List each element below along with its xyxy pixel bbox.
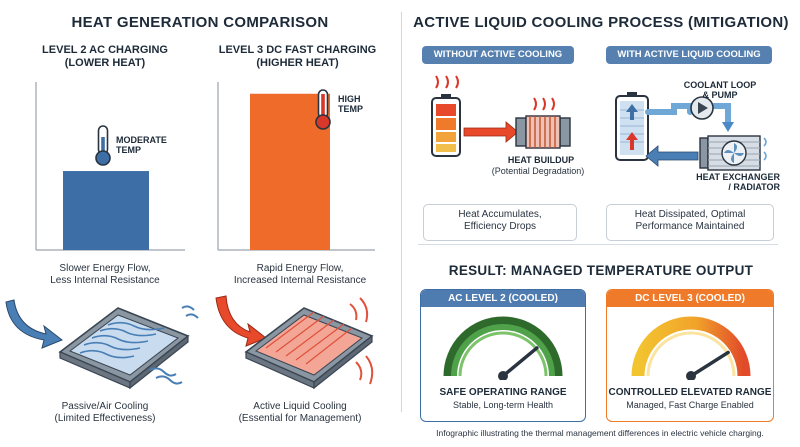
ac-heading-line2: (LOWER HEAT) — [64, 57, 146, 69]
ac-cooling-line1: Passive/Air Cooling — [61, 401, 149, 412]
with-result-line2: Performance Maintained — [635, 221, 745, 232]
dc-cooling-line1: Active Liquid Cooling — [253, 401, 347, 412]
right-title: ACTIVE LIQUID COOLING PROCESS (MITIGATIO… — [413, 14, 789, 31]
heat-exchanger-label: HEAT EXCHANGER / RADIATOR — [684, 172, 780, 192]
with-result-line1: Heat Dissipated, Optimal — [634, 209, 746, 220]
heat-arrow-icon — [215, 295, 267, 347]
coolant-loop-label: COOLANT LOOP & PUMP — [680, 80, 760, 100]
coolant-loop-pipe — [711, 103, 731, 127]
coolant-return-arrow-icon — [645, 145, 699, 167]
dc-flow-line1: Rapid Energy Flow, — [256, 263, 344, 274]
heat-exchanger-icon — [699, 135, 767, 171]
heat-bar-chart — [35, 82, 375, 251]
heat-buildup-sub: (Potential Degradation) — [491, 166, 585, 176]
ac-cooling-line2: (Limited Effectiveness) — [54, 413, 156, 424]
ac-gauge-needle — [501, 346, 539, 378]
without-result-line1: Heat Accumulates, — [458, 209, 542, 220]
coolant-loop-line1: COOLANT LOOP — [683, 80, 757, 90]
ac-gauge-sub: Stable, Long-term Health — [452, 400, 554, 410]
dc-temp-line2: TEMP — [338, 104, 364, 114]
heat-wave-icon — [355, 355, 374, 385]
air-flow-arrow-icon — [5, 299, 63, 349]
dc-gauge-label: DC LEVEL 3 (COOLED) — [607, 290, 773, 307]
dc-heading: LEVEL 3 DC FAST CHARGING (HIGHER HEAT) — [205, 44, 390, 70]
ac-gauge-label: AC LEVEL 2 (COOLED) — [421, 290, 585, 307]
cooling-process-diagram — [431, 75, 767, 171]
liquid-cooled-battery-pack-icon — [244, 307, 374, 390]
left-title: HEAT GENERATION COMPARISON — [71, 14, 329, 31]
ac-gauge-status: SAFE OPERATING RANGE — [439, 387, 567, 398]
radiator-icon — [515, 115, 571, 149]
ac-cooling-caption: Passive/Air Cooling (Limited Effectivene… — [15, 401, 195, 425]
heat-transfer-arrow-icon — [463, 121, 519, 143]
ac-temp-line2: TEMP — [116, 145, 142, 155]
ac-flow-caption: Slower Energy Flow, Less Internal Resist… — [15, 263, 195, 287]
dc-temp-label: HIGH TEMP — [338, 94, 363, 114]
thermometer-icon — [95, 125, 111, 166]
battery-pack-illustrations — [5, 295, 374, 390]
coolant-loop-line2: & PUMP — [702, 90, 738, 100]
dc-heading-line1: LEVEL 3 DC FAST CHARGING — [218, 44, 377, 56]
ac-gauge — [443, 316, 563, 380]
without-cooling-result: Heat Accumulates, Efficiency Drops — [423, 204, 577, 241]
footer-caption: Infographic illustrating the thermal man… — [436, 428, 764, 438]
dc-flow-line2: Increased Internal Resistance — [233, 275, 367, 286]
ac-temp-label: MODERATE TEMP — [116, 135, 167, 155]
result-title: RESULT: MANAGED TEMPERATURE OUTPUT — [448, 263, 754, 278]
dc-cooling-line2: (Essential for Management) — [238, 413, 362, 424]
heat-buildup-label: HEAT BUILDUP — [507, 155, 575, 165]
ac-flow-line2: Less Internal Resistance — [50, 275, 160, 286]
heat-exchanger-line2: / RADIATOR — [728, 182, 780, 192]
thermometer-icon — [315, 89, 331, 130]
ac-temp-line1: MODERATE — [116, 135, 167, 145]
dc-temp-line1: HIGH — [338, 94, 361, 104]
air-cooled-battery-pack-icon — [58, 307, 190, 390]
pump-icon — [690, 96, 714, 120]
coolant-flow-arrow-icon — [722, 122, 734, 132]
heat-wave-icon — [435, 75, 459, 89]
heat-exchanger-line1: HEAT EXCHANGER — [696, 172, 780, 182]
air-wave-icon — [149, 367, 183, 385]
coolant-loop-pipe — [645, 103, 693, 115]
section-divider — [401, 12, 402, 412]
heat-wave-icon — [349, 297, 369, 323]
dc-heading-line2: (HIGHER HEAT) — [256, 57, 339, 69]
hot-battery-icon — [431, 94, 461, 157]
air-wave-icon — [181, 305, 199, 319]
with-cooling-result: Heat Dissipated, Optimal Performance Mai… — [606, 204, 774, 241]
dc-gauge-needle — [689, 350, 730, 378]
dc-gauge-sub: Managed, Fast Charge Enabled — [626, 400, 754, 410]
dc-flow-caption: Rapid Energy Flow, Increased Internal Re… — [200, 263, 400, 287]
cooled-battery-icon — [615, 92, 649, 161]
ac-heading-line1: LEVEL 2 AC CHARGING — [42, 44, 168, 56]
dc-cooling-caption: Active Liquid Cooling (Essential for Man… — [200, 401, 400, 425]
heat-wave-icon — [533, 97, 555, 111]
dc-gauge — [631, 316, 751, 380]
ac-heading: LEVEL 2 AC CHARGING (LOWER HEAT) — [20, 44, 190, 70]
without-result-line2: Efficiency Drops — [463, 221, 537, 232]
ac-flow-line1: Slower Energy Flow, — [59, 263, 151, 274]
ac-heat-bar — [63, 171, 149, 250]
dc-gauge-status: CONTROLLED ELEVATED RANGE — [608, 387, 772, 398]
with-cooling-label: WITH ACTIVE LIQUID COOLING — [606, 46, 772, 64]
without-cooling-label: WITHOUT ACTIVE COOLING — [422, 46, 574, 64]
result-divider — [418, 244, 778, 245]
